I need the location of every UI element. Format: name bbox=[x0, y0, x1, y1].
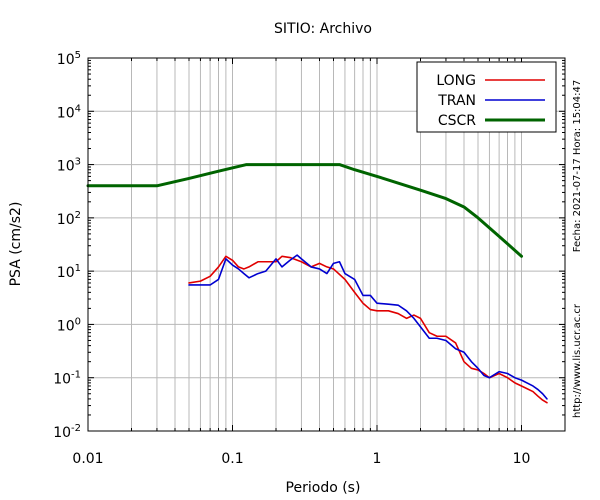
x-tick-label: 10 bbox=[513, 451, 531, 467]
plot-frame bbox=[87, 57, 566, 432]
y-tick-label: 105 bbox=[57, 50, 81, 68]
y-tick-label: 10-1 bbox=[53, 370, 81, 388]
legend-label-long: LONG bbox=[436, 73, 476, 89]
x-axis-label: Periodo (s) bbox=[286, 480, 361, 496]
series-line-long bbox=[188, 255, 548, 404]
x-tick-label: 0.1 bbox=[221, 451, 243, 467]
series-line-cscr bbox=[86, 163, 523, 258]
y-tick-label: 103 bbox=[57, 157, 81, 175]
y-tick-label: 104 bbox=[57, 103, 81, 121]
x-tick-labels: 0.01 0.1 1 10 bbox=[72, 451, 530, 467]
chart-title: SITIO: Archivo bbox=[274, 21, 372, 37]
y-tick-label: 10-2 bbox=[53, 423, 81, 441]
series-line-tran bbox=[188, 254, 548, 400]
series-lines bbox=[86, 163, 548, 404]
y-tick-label: 101 bbox=[57, 263, 81, 281]
url-label: http://www.lis.ucr.ac.cr bbox=[572, 303, 583, 418]
y-axis-label: PSA (cm/s2) bbox=[8, 202, 24, 287]
legend-label-cscr: CSCR bbox=[438, 113, 476, 129]
legend: LONG TRAN CSCR bbox=[416, 61, 557, 133]
legend-label-tran: TRAN bbox=[437, 93, 476, 109]
y-tick-label: 100 bbox=[57, 316, 81, 334]
y-tick-label: 102 bbox=[57, 210, 81, 228]
x-tick-label: 0.01 bbox=[72, 451, 103, 467]
date-label: Fecha: 2021-07-17 Hora: 15:04:47 bbox=[572, 80, 583, 253]
x-tick-label: 1 bbox=[373, 451, 382, 467]
y-tick-labels: 10-2 10-1 100 101 102 103 104 105 bbox=[53, 50, 81, 441]
